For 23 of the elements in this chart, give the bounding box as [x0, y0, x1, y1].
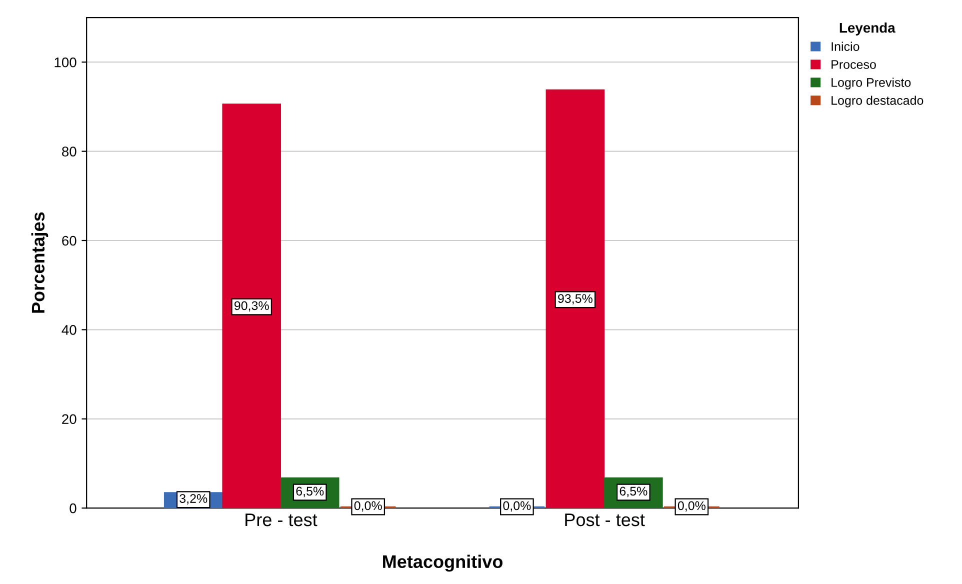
x-tick-label: Post - test	[565, 514, 645, 526]
data-label: 3,2%	[180, 494, 208, 504]
x-axis-title: Metacognitivo	[383, 554, 503, 572]
data-label: 0,0%	[354, 501, 382, 512]
y-tick-label: 40	[62, 325, 76, 335]
legend-label: Logro destacado	[832, 96, 924, 108]
y-tick-label: 20	[62, 414, 76, 424]
y-tick-label: 80	[62, 146, 76, 156]
data-label: 6,5%	[620, 486, 648, 498]
x-tick-label: Pre - test	[246, 514, 318, 526]
y-tick-label: 100	[54, 57, 76, 68]
legend-label: Inicio	[832, 42, 860, 51]
y-axis-title: Porcentajes	[31, 212, 48, 313]
y-tick-label: 0	[70, 503, 76, 514]
data-label: 93,5%	[558, 294, 592, 304]
legend-label: Logro Previsto	[832, 78, 911, 90]
legend-label: Proceso	[832, 60, 876, 69]
data-label: 0,0%	[678, 501, 706, 512]
data-label: 0,0%	[503, 501, 531, 512]
legend-title: Leyenda	[840, 22, 896, 36]
y-tick-label: 60	[62, 236, 76, 246]
data-label: 6,5%	[296, 486, 324, 498]
data-label: 90,3%	[234, 301, 269, 312]
